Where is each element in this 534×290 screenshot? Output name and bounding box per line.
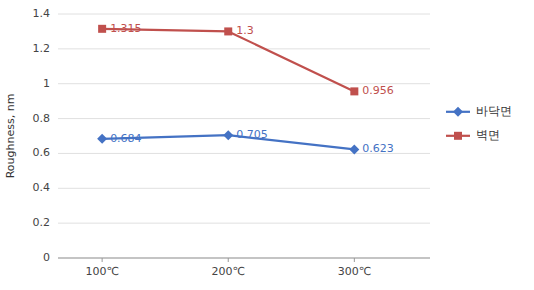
y-tick-label: 1.2 bbox=[33, 42, 51, 55]
legend: 바닥면벽면 bbox=[446, 104, 512, 142]
data-label: 0.684 bbox=[110, 132, 142, 145]
data-label: 1.3 bbox=[236, 24, 254, 37]
legend-marker bbox=[453, 107, 463, 117]
data-label: 0.623 bbox=[362, 142, 394, 155]
y-tick-label: 0.8 bbox=[33, 112, 51, 125]
grid-line bbox=[58, 48, 430, 49]
x-tick bbox=[354, 258, 355, 262]
data-label: 1.315 bbox=[110, 22, 142, 35]
x-tick-label: 200℃ bbox=[212, 265, 245, 278]
point-marker bbox=[223, 130, 233, 140]
grid-line bbox=[58, 258, 430, 259]
y-tick-label: 0 bbox=[43, 251, 50, 264]
y-axis: 0 0.2 0.4 0.6 0.8 1 1.2 1.4 bbox=[33, 7, 431, 264]
point-marker bbox=[349, 144, 359, 154]
x-tick-label: 100℃ bbox=[85, 265, 118, 278]
y-tick-label: 0.4 bbox=[33, 181, 51, 194]
point-marker bbox=[224, 27, 232, 35]
grid-line bbox=[58, 188, 430, 189]
y-tick-label: 1.4 bbox=[33, 7, 51, 20]
point-marker bbox=[98, 25, 106, 33]
legend-marker bbox=[454, 132, 462, 140]
grid-line bbox=[58, 223, 430, 224]
x-axis: 100℃ 200℃ 300℃ bbox=[58, 258, 430, 278]
series-line bbox=[102, 29, 354, 92]
grid-line bbox=[58, 14, 430, 15]
grid-line bbox=[58, 118, 430, 119]
data-label: 0.705 bbox=[236, 128, 268, 141]
legend-label: 벽면 bbox=[476, 128, 500, 142]
plot-area bbox=[97, 25, 359, 155]
legend-label: 바닥면 bbox=[476, 104, 512, 118]
chart-container: 0 0.2 0.4 0.6 0.8 1 1.2 1.4 100℃ 200℃ 300℃ Roughnes… bbox=[0, 0, 534, 290]
point-marker bbox=[97, 134, 107, 144]
y-tick-label: 1 bbox=[43, 77, 50, 90]
data-labels: 0.684 0.705 0.623 1.315 1.3 0.956 bbox=[110, 22, 394, 156]
point-marker bbox=[350, 87, 358, 95]
chart: 0 0.2 0.4 0.6 0.8 1 1.2 1.4 100℃ 200℃ 300℃ Roughnes… bbox=[0, 0, 534, 290]
y-axis-label: Roughness, nm bbox=[4, 94, 17, 179]
x-tick-label: 300℃ bbox=[338, 265, 371, 278]
x-tick bbox=[102, 258, 103, 262]
data-label: 0.956 bbox=[362, 84, 394, 97]
x-tick bbox=[228, 258, 229, 262]
x-axis-line bbox=[58, 258, 430, 259]
y-tick-label: 0.6 bbox=[33, 146, 51, 159]
y-tick-label: 0.2 bbox=[33, 216, 51, 229]
